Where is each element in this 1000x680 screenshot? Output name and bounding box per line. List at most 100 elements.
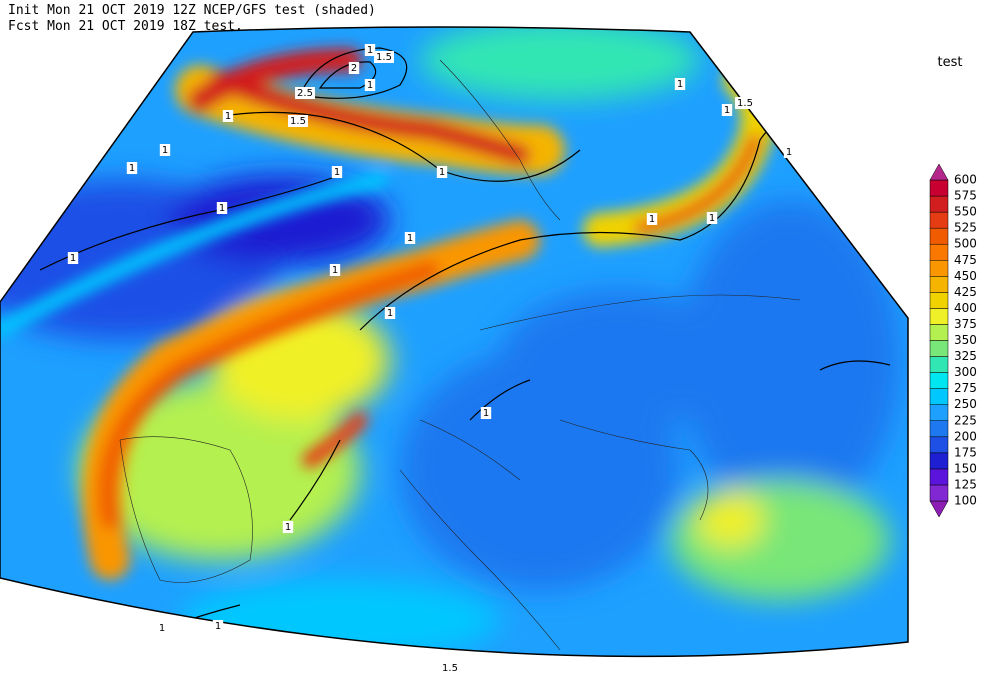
contour-label-text: 1	[367, 80, 373, 91]
colorbar-bin	[929, 276, 949, 293]
contour-label-box	[436, 166, 448, 178]
contour-label-text: 1	[162, 145, 168, 156]
colorbar-over	[929, 163, 949, 181]
colorbar-bin	[929, 195, 949, 213]
contour-label-box	[646, 213, 658, 225]
colorbar-label: 300	[954, 365, 977, 379]
colorbar-bin	[929, 452, 949, 470]
contour-label: 1.5	[735, 97, 755, 109]
contour-label-text: 2.5	[297, 88, 313, 99]
contour-label: 1	[384, 307, 396, 319]
colorbar-label: 425	[954, 285, 977, 299]
colorbar-bin	[929, 324, 949, 341]
contour-label-box	[404, 232, 416, 244]
contour-label-box	[156, 622, 168, 634]
contour-label: 1	[436, 166, 448, 178]
contour-label: 1	[331, 166, 343, 178]
colorbar-label: 100	[954, 494, 977, 508]
contour-label-box	[126, 162, 138, 174]
colorbar-bin	[929, 292, 949, 309]
contour-label: 1	[364, 79, 376, 91]
colorbar-label: 475	[954, 253, 977, 267]
contour-label: 2.5	[295, 87, 315, 99]
contour-label-box	[440, 662, 460, 674]
contour-label-text: 1	[285, 522, 291, 533]
contour-label-box	[706, 212, 718, 224]
colorbar-label: 400	[954, 301, 977, 315]
colorbar-label: 550	[954, 205, 977, 219]
contour-label-box	[212, 620, 224, 632]
contour-label-box	[384, 307, 396, 319]
contour-label: 1	[404, 232, 416, 244]
colorbar-label: 175	[954, 445, 977, 459]
colorbar-bin	[929, 340, 949, 357]
colorbar-label: 150	[954, 461, 977, 475]
contour-label-text: 1	[219, 203, 225, 214]
contour-label: 1	[222, 110, 234, 122]
contour-label-text: 1	[786, 147, 792, 158]
contour-label-text: 1	[159, 623, 165, 634]
colorbar-label: 450	[954, 269, 977, 283]
contour-label: 1	[329, 264, 341, 276]
colorbar-bin	[929, 388, 949, 405]
contour-label-box	[480, 407, 492, 419]
contour-label: 1	[364, 44, 376, 56]
contour-label: 1.5	[440, 662, 460, 674]
contour-label-box	[364, 79, 376, 91]
contour-label: 1.5	[374, 51, 394, 63]
colorbar-bin	[929, 308, 949, 325]
contour-label: 1	[480, 407, 492, 419]
contour-label-text: 1	[677, 79, 683, 90]
contour-label-box	[735, 97, 755, 109]
colorbar-bin	[929, 484, 949, 502]
contour-label: 1	[674, 78, 686, 90]
header-line-2: Fcst Mon 21 OCT 2019 18Z test.	[8, 19, 243, 34]
colorbar-label: 575	[954, 189, 977, 203]
colorbar-bin	[929, 260, 949, 277]
contour-label-text: 1	[483, 408, 489, 419]
contour-label-text: 1	[367, 45, 373, 56]
contour-label-box	[329, 264, 341, 276]
contour-label-text: 1	[649, 214, 655, 225]
contour-label-box	[67, 252, 79, 264]
contour-label-text: 1	[70, 253, 76, 264]
contour-label-box	[783, 146, 795, 158]
colorbar-bin	[929, 211, 949, 229]
contour-label-text: 1	[724, 105, 730, 116]
colorbar-bin	[929, 227, 949, 245]
colorbar-label: 275	[954, 381, 977, 395]
colorbar-bin	[929, 404, 949, 422]
contour-label-box	[674, 78, 686, 90]
contour-label-box	[364, 44, 376, 56]
contour-label: 1	[67, 252, 79, 264]
contour-label: 1	[156, 622, 168, 634]
contour-label-text: 1	[225, 111, 231, 122]
contour-label-text: 1	[439, 167, 445, 178]
contour-label-box	[216, 202, 228, 214]
colorbar-label: 500	[954, 237, 977, 251]
contour-label-box	[348, 62, 360, 74]
contour-label-box	[295, 87, 315, 99]
contour-label-box	[159, 144, 171, 156]
contour-label-text: 1	[332, 265, 338, 276]
contour-label-text: 1.5	[737, 98, 753, 109]
contour-label: 1	[159, 144, 171, 156]
contour-label-box	[222, 110, 234, 122]
colorbar-label: 375	[954, 317, 977, 331]
colorbar-bin	[929, 243, 949, 261]
colorbar: 100 125 150 175 200 225 250 275 300 325 350 375 400 4…	[929, 163, 977, 518]
contour-label-box	[331, 166, 343, 178]
contour-label-text: 1	[129, 163, 135, 174]
colorbar-label: 325	[954, 349, 977, 363]
colorbar-label: 350	[954, 333, 977, 347]
colorbar-bin	[929, 436, 949, 454]
contour-label-box	[721, 104, 733, 116]
contour-label-text: 1.5	[290, 116, 306, 127]
contour-label: 2	[348, 62, 360, 74]
shaded-field	[0, 27, 908, 657]
contour-label: 1	[706, 212, 718, 224]
colorbar-bin	[929, 468, 949, 486]
contour-label-text: 1	[215, 621, 221, 632]
contour-label: 1	[282, 521, 294, 533]
